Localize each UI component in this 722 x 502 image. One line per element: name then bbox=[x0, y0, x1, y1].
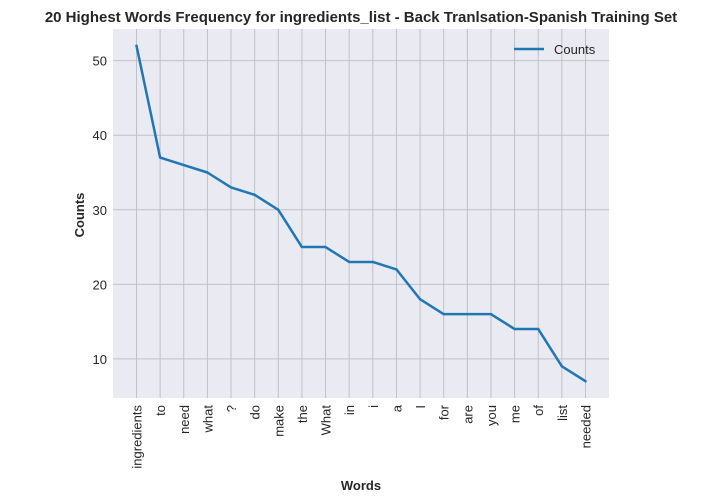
x-tick-label: I bbox=[413, 405, 428, 409]
x-tick-label: to bbox=[153, 405, 168, 416]
chart-title: 20 Highest Words Frequency for ingredien… bbox=[45, 9, 677, 26]
legend-label: Counts bbox=[554, 42, 596, 57]
data-point bbox=[135, 44, 138, 47]
y-tick-label: 50 bbox=[93, 54, 107, 69]
data-point bbox=[584, 380, 587, 383]
data-point bbox=[324, 245, 327, 249]
data-point bbox=[418, 298, 422, 301]
series-group bbox=[135, 44, 587, 383]
x-tick-label: are bbox=[460, 405, 475, 424]
x-tick-label: what bbox=[200, 405, 215, 434]
data-point bbox=[277, 208, 280, 211]
data-point bbox=[442, 312, 445, 316]
x-tick-label: me bbox=[508, 405, 523, 423]
x-tick-label: in bbox=[342, 405, 357, 415]
data-point bbox=[158, 156, 162, 159]
x-tick-label: i bbox=[366, 405, 381, 408]
data-point bbox=[513, 327, 516, 331]
plot-area bbox=[113, 29, 609, 398]
data-point bbox=[253, 193, 256, 197]
data-point bbox=[466, 312, 469, 316]
x-tick-label: you bbox=[484, 405, 499, 426]
x-tick-label: make bbox=[271, 405, 286, 437]
data-point bbox=[537, 327, 540, 331]
data-point bbox=[371, 260, 375, 264]
x-tick-label: needed bbox=[579, 405, 594, 448]
y-tick-label: 30 bbox=[93, 203, 107, 218]
data-point bbox=[489, 312, 493, 316]
legend: Counts bbox=[514, 42, 596, 57]
x-axis-label: Words bbox=[341, 478, 381, 493]
x-gridlines bbox=[136, 29, 586, 398]
x-tick-label: ? bbox=[224, 405, 239, 412]
x-tick-labels: ingredients to need what? do make the What in i a I… bbox=[130, 404, 594, 468]
x-tick-label: ingredients bbox=[130, 405, 145, 469]
x-tick-label: list bbox=[555, 405, 570, 421]
x-tick-label: need bbox=[177, 405, 192, 434]
x-tick-label: a bbox=[389, 404, 404, 412]
data-point bbox=[347, 260, 351, 264]
data-point bbox=[560, 365, 564, 368]
data-point bbox=[300, 245, 304, 249]
data-point bbox=[395, 268, 398, 271]
y-tick-label: 10 bbox=[93, 352, 107, 367]
x-tick-label: the bbox=[295, 405, 310, 423]
y-axis-label: Counts bbox=[72, 193, 87, 238]
x-tick-label: What bbox=[319, 405, 334, 436]
y-tick-label: 40 bbox=[93, 128, 107, 143]
data-point bbox=[182, 163, 185, 167]
y-gridlines bbox=[113, 60, 609, 360]
data-point bbox=[229, 186, 233, 189]
x-tick-label: for bbox=[437, 404, 452, 420]
x-tick-label: of bbox=[531, 405, 546, 416]
data-point bbox=[206, 171, 209, 174]
x-tick-label: do bbox=[248, 405, 263, 419]
y-tick-label: 20 bbox=[93, 277, 107, 292]
y-tick-labels: 10 20 30 40 50 bbox=[93, 54, 107, 367]
series-line-counts bbox=[135, 44, 587, 383]
